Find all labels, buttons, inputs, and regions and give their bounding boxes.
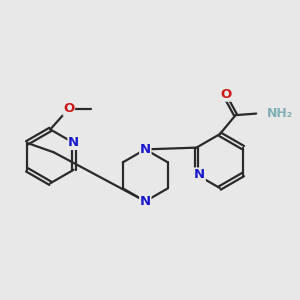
Text: O: O xyxy=(63,102,74,115)
Text: N: N xyxy=(68,136,79,149)
Text: N: N xyxy=(140,143,151,156)
Text: NH₂: NH₂ xyxy=(267,107,293,120)
Text: O: O xyxy=(220,88,232,101)
Text: N: N xyxy=(140,195,151,208)
Text: N: N xyxy=(194,168,205,181)
